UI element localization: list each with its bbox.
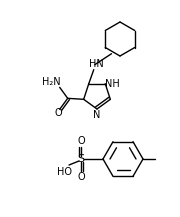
Text: H₂N: H₂N	[42, 77, 61, 87]
Text: O: O	[77, 136, 85, 146]
Text: HN: HN	[89, 59, 104, 69]
Text: N: N	[93, 110, 101, 120]
Text: NH: NH	[105, 79, 120, 89]
Text: O: O	[55, 108, 62, 118]
Text: S: S	[77, 154, 85, 164]
Text: HO: HO	[57, 167, 71, 177]
Text: O: O	[77, 172, 85, 182]
